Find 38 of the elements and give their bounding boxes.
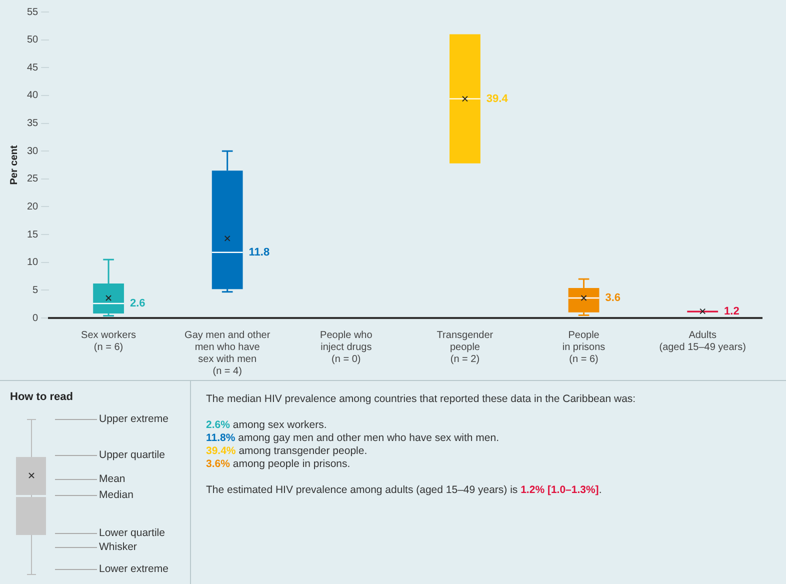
text: 2.6: [130, 298, 146, 310]
text: Upper extreme: [55, 413, 168, 425]
x-tick-label: Transgender people (n = 2): [436, 330, 494, 365]
text: 39.4: [486, 92, 508, 105]
text: 11.8% among gay men and other men who have sex with men.: [206, 432, 500, 445]
text: The estimated HIV prevalence among adults (aged 15–49 years) is 1.2% [1.0–1.3%].: [206, 484, 603, 497]
y-tick-label: 55: [27, 6, 39, 18]
text: 3.6% among people in prisons.: [206, 458, 352, 471]
text: Lower quartile: [55, 527, 165, 539]
y-tick-label: 45: [27, 62, 39, 74]
text: 11.8: [248, 246, 270, 258]
y-tick-label: 50: [27, 34, 39, 46]
y-tick-label: 35: [27, 118, 39, 130]
y-tick-label: 0: [32, 312, 39, 324]
text: 39.4% among transgender people.: [206, 445, 368, 458]
x-tick-label: People in prisons (n = 6): [562, 330, 606, 365]
text: 2.6% among sex workers.: [206, 419, 328, 432]
y-tick-label: 25: [27, 174, 39, 185]
text: 3.6: [605, 292, 621, 304]
y-tick-label: 20: [27, 201, 39, 212]
y-tick-label: 10: [27, 257, 39, 268]
x-tick-label: People who inject drugs (n = 0): [320, 330, 373, 365]
text: The median HIV prevalence among countries that reported these data in the Caribbean was:: [206, 393, 636, 406]
y-tick-label: 5: [32, 284, 39, 296]
y-axis-title: Per cent: [8, 144, 20, 185]
text: Median: [55, 489, 134, 501]
text: Whisker: [55, 541, 137, 553]
x-tick-label: Sex workers (n = 6): [81, 330, 136, 353]
text: Lower extreme: [55, 563, 168, 575]
text: 1.2: [724, 305, 740, 318]
y-tick-label: 30: [27, 146, 39, 157]
y-tick-label: 40: [27, 90, 39, 102]
text: Mean: [55, 473, 126, 485]
text: How to read: [10, 391, 73, 403]
text: Upper quartile: [55, 449, 165, 461]
y-tick-label: 15: [27, 229, 39, 240]
x-tick-label: Adults (aged 15–49 years): [659, 330, 746, 353]
x-tick-label: Gay men and other men who have sex with men (n = 4): [184, 330, 271, 377]
